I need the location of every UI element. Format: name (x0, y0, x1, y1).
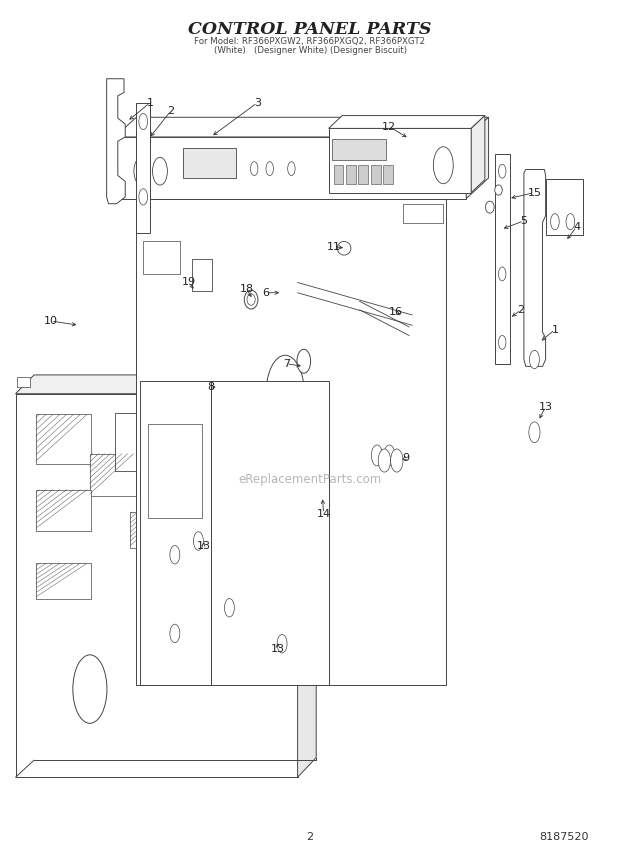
Text: 1: 1 (551, 324, 559, 335)
Bar (358, 165, 368, 184)
Bar (332, 139, 386, 160)
Ellipse shape (153, 158, 167, 185)
Ellipse shape (139, 114, 148, 129)
Ellipse shape (391, 449, 403, 473)
Ellipse shape (170, 624, 180, 643)
Text: 14: 14 (317, 508, 330, 519)
Bar (143, 241, 180, 274)
Ellipse shape (266, 162, 273, 175)
Polygon shape (115, 137, 466, 199)
Bar (90, 454, 136, 496)
Text: 2: 2 (306, 832, 314, 842)
Text: 15: 15 (528, 187, 541, 198)
Text: 13: 13 (539, 401, 552, 412)
Text: 8: 8 (207, 382, 215, 392)
Ellipse shape (297, 349, 311, 373)
Text: 9: 9 (402, 453, 410, 463)
Text: 5: 5 (520, 216, 528, 226)
Text: 16: 16 (389, 307, 402, 318)
Ellipse shape (288, 162, 295, 175)
Text: 13: 13 (271, 644, 285, 654)
Ellipse shape (529, 350, 539, 369)
Text: 8187520: 8187520 (539, 832, 589, 842)
Polygon shape (16, 394, 298, 777)
Polygon shape (140, 381, 211, 685)
Ellipse shape (485, 201, 494, 213)
Ellipse shape (371, 445, 383, 466)
Text: 12: 12 (383, 122, 396, 132)
Text: 18: 18 (240, 284, 254, 294)
Ellipse shape (247, 294, 255, 306)
Text: 1: 1 (146, 98, 154, 108)
Polygon shape (329, 116, 485, 128)
Bar (183, 148, 236, 178)
Polygon shape (16, 375, 316, 394)
Text: 11: 11 (327, 241, 340, 252)
Bar (371, 165, 381, 184)
Polygon shape (211, 381, 329, 685)
Bar (17, 377, 30, 387)
Polygon shape (466, 117, 489, 199)
Polygon shape (471, 116, 485, 193)
Text: eReplacementParts.com: eReplacementParts.com (238, 473, 382, 486)
Bar (546, 179, 583, 235)
Ellipse shape (498, 164, 506, 178)
Polygon shape (107, 79, 125, 204)
Polygon shape (115, 117, 489, 137)
Ellipse shape (224, 598, 234, 617)
Ellipse shape (244, 290, 258, 309)
Text: 2: 2 (517, 305, 525, 315)
Polygon shape (136, 103, 150, 233)
Ellipse shape (250, 162, 258, 175)
Bar (334, 165, 343, 184)
Bar (36, 563, 91, 599)
Ellipse shape (551, 214, 559, 229)
Polygon shape (298, 375, 316, 777)
Ellipse shape (193, 532, 203, 550)
Bar (164, 571, 202, 603)
Bar (192, 259, 212, 291)
Polygon shape (136, 199, 446, 685)
Ellipse shape (134, 158, 149, 185)
Text: 19: 19 (182, 277, 196, 288)
Ellipse shape (384, 445, 395, 466)
Text: (White)   (Designer White) (Designer Biscuit): (White) (Designer White) (Designer Biscu… (213, 46, 407, 55)
Ellipse shape (378, 449, 391, 473)
Text: 4: 4 (573, 222, 580, 232)
Ellipse shape (139, 189, 148, 205)
Polygon shape (524, 169, 546, 366)
Bar (130, 512, 170, 548)
Ellipse shape (433, 146, 453, 184)
Text: CONTROL PANEL PARTS: CONTROL PANEL PARTS (188, 21, 432, 38)
Ellipse shape (498, 267, 506, 281)
Ellipse shape (277, 634, 287, 653)
Text: 2: 2 (167, 106, 174, 116)
Bar (148, 424, 202, 518)
Text: 10: 10 (44, 316, 58, 326)
Text: 6: 6 (262, 288, 269, 298)
Ellipse shape (73, 655, 107, 723)
Text: 7: 7 (283, 359, 290, 369)
Bar (383, 165, 393, 184)
Bar (346, 165, 356, 184)
Polygon shape (495, 154, 510, 364)
Ellipse shape (337, 241, 351, 255)
Ellipse shape (170, 545, 180, 564)
Bar (36, 414, 91, 464)
Bar (329, 128, 471, 193)
Ellipse shape (266, 355, 304, 432)
Ellipse shape (498, 336, 506, 349)
Ellipse shape (529, 422, 540, 443)
Bar (36, 490, 91, 531)
Bar (403, 204, 443, 223)
Ellipse shape (495, 185, 502, 195)
Text: 13: 13 (197, 541, 210, 551)
Ellipse shape (566, 214, 575, 229)
Text: For Model: RF366PXGW2, RF366PXGQ2, RF366PXGT2: For Model: RF366PXGW2, RF366PXGQ2, RF366… (195, 37, 425, 45)
Text: 3: 3 (254, 98, 261, 108)
Bar (115, 413, 174, 471)
